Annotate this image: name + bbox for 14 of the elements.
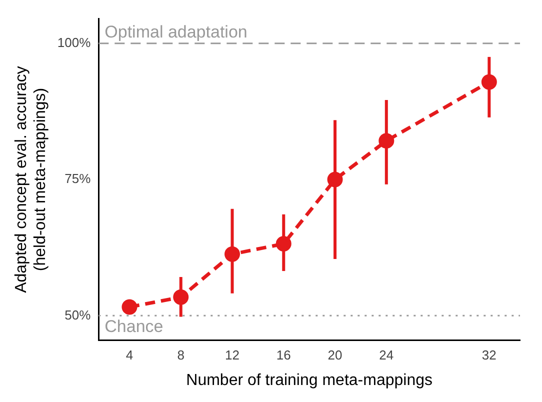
x-tick-label: 8	[177, 348, 184, 363]
x-tick-label: 16	[276, 348, 291, 363]
x-tick-label: 4	[126, 348, 134, 363]
x-tick-label: 20	[328, 348, 342, 363]
y-tick-label: 75%	[64, 171, 92, 186]
y-tick-label: 50%	[64, 307, 92, 322]
ref-line-label: Chance	[104, 316, 164, 336]
x-tick-label: 24	[379, 348, 394, 363]
x-axis-title: Number of training meta-mappings	[186, 372, 432, 389]
y-tick-label: 100%	[57, 34, 92, 50]
x-tick-label: 32	[482, 348, 496, 363]
y-axis-title: Adapted concept eval. accuracy (held-out meta-mappings)	[13, 66, 50, 293]
ref-line-label: Optimal adaptation	[104, 22, 248, 42]
x-tick-label: 12	[225, 348, 240, 363]
